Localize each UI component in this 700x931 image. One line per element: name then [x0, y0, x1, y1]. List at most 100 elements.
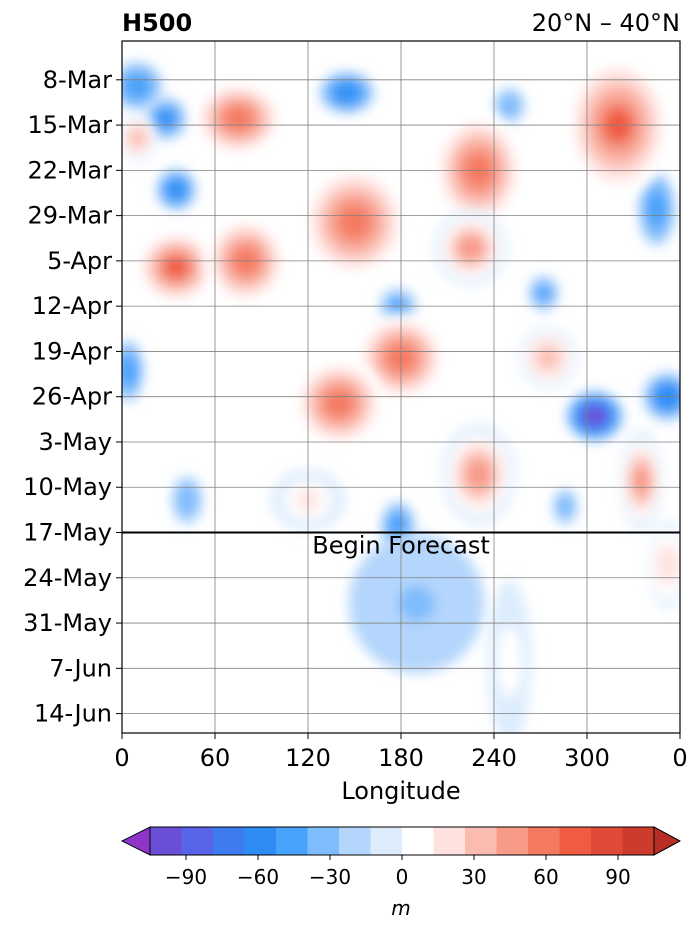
x-tick-label: 120	[285, 744, 331, 772]
colorbar-tick-label: −90	[165, 865, 207, 889]
anomaly-blob	[519, 327, 578, 389]
colorbar-tick-label: 90	[605, 865, 630, 889]
anomaly-blob	[649, 521, 680, 609]
y-tick-label: 15-Mar	[28, 111, 113, 139]
x-tick-label: 180	[378, 744, 424, 772]
colorbar-tick-label: −60	[237, 865, 279, 889]
x-tick-label: 0	[672, 744, 687, 772]
colorbar-label: m	[391, 896, 410, 920]
anomaly-blob	[528, 275, 559, 312]
colorbar-extend-high	[653, 826, 682, 856]
anomaly-blob	[643, 372, 680, 422]
anomaly-contour	[325, 390, 353, 416]
y-tick-label: 24-May	[23, 564, 112, 592]
anomaly-blob	[553, 488, 578, 525]
y-tick-label: 19-Apr	[32, 337, 112, 365]
anomaly-contour	[167, 181, 186, 198]
anomaly-blob	[567, 391, 623, 441]
anomaly-contour	[398, 585, 435, 622]
anomaly-blob	[619, 430, 663, 532]
y-axis: 8-Mar 15-Mar 22-Mar 29-Mar 5-Apr 12-Apr 19-Apr…	[23, 66, 122, 728]
anomaly-blob	[348, 533, 485, 674]
x-tick-label: 300	[564, 744, 610, 772]
x-tick-label: 240	[471, 744, 517, 772]
anomaly-blob	[441, 424, 516, 525]
anomaly-blob	[433, 210, 508, 286]
colorbar-segment	[307, 827, 340, 855]
colorbar-segment	[622, 827, 655, 855]
colorbar-tick-label: 30	[461, 865, 486, 889]
anomaly-contour	[163, 255, 190, 279]
x-axis: 0 60 120 180 240 300 0	[114, 733, 688, 772]
y-tick-label: 12-Apr	[32, 292, 112, 320]
anomaly-blob	[122, 339, 144, 402]
colorbar-segment	[150, 827, 182, 855]
colorbar-extend-low	[120, 826, 151, 856]
anomaly-contour	[558, 499, 573, 515]
x-axis-label: Longitude	[341, 777, 460, 805]
anomaly-contour	[224, 107, 252, 131]
colorbar-tick-label: −30	[309, 865, 351, 889]
colorbar-segment	[339, 827, 371, 855]
colorbar-segment	[181, 827, 214, 855]
y-tick-label: 7-Jun	[49, 654, 112, 682]
y-tick-label: 26-Apr	[32, 383, 112, 411]
anomaly-blob	[122, 61, 163, 111]
anomaly-contour	[659, 552, 677, 578]
colorbar-segment	[591, 827, 623, 855]
colorbar-segment	[402, 827, 434, 855]
anomaly-contour	[648, 197, 666, 221]
colorbar-segment	[528, 827, 560, 855]
colorbar-segment	[276, 827, 308, 855]
x-tick-label: 60	[200, 744, 231, 772]
colorbar-tick-label: 60	[533, 865, 558, 889]
forecast-label: Begin Forecast	[312, 532, 490, 560]
anomaly-blob	[156, 168, 197, 211]
anomaly-contour	[129, 129, 146, 147]
plot-area: Begin Forecast	[121, 40, 681, 734]
anomaly-contour	[458, 236, 483, 260]
anomaly-contour	[179, 491, 195, 510]
anomaly-contour	[336, 84, 358, 101]
colorbar-segment	[496, 827, 529, 855]
y-tick-label: 14-Jun	[34, 700, 112, 728]
anomaly-contour	[500, 641, 519, 683]
y-tick-label: 8-Mar	[43, 66, 112, 94]
anomaly-blob	[136, 230, 217, 305]
anomaly-contour	[632, 466, 651, 495]
y-tick-label: 5-Apr	[47, 247, 112, 275]
anomaly-contour	[156, 110, 175, 127]
anomaly-blob	[302, 165, 407, 279]
chart-title-right: 20°N – 40°N	[532, 9, 680, 37]
anomaly-contour	[466, 460, 491, 489]
colorbar-segment	[559, 827, 592, 855]
y-tick-label: 31-May	[23, 609, 112, 637]
chart-title-left: H500	[122, 9, 192, 37]
anomaly-blob	[193, 81, 283, 156]
anomaly-contour	[127, 77, 148, 96]
colorbar-segment	[213, 827, 245, 855]
anomaly-contour	[122, 360, 137, 382]
anomaly-contour	[584, 407, 606, 425]
anomaly-contour	[501, 98, 518, 114]
y-tick-label: 29-Mar	[28, 202, 113, 230]
anomaly-blob	[488, 579, 531, 733]
y-tick-label: 17-May	[23, 519, 112, 547]
anomaly-blob	[638, 171, 676, 247]
anomaly-contour	[339, 206, 370, 238]
colorbar-segment	[433, 827, 466, 855]
y-tick-label: 3-May	[38, 428, 112, 456]
anomaly-blob	[494, 87, 525, 124]
anomaly-contour	[535, 285, 552, 301]
colorbar-segment	[465, 827, 497, 855]
anomaly-blob	[122, 113, 156, 163]
anomaly-contour	[537, 347, 559, 369]
y-tick-label: 22-Mar	[28, 156, 113, 184]
colorbar-segment	[244, 827, 277, 855]
anomaly-blob	[294, 359, 384, 447]
anomaly-contour	[389, 517, 407, 535]
x-tick-label: 0	[114, 744, 129, 772]
anomaly-blob	[319, 71, 375, 114]
anomaly-blob	[171, 475, 203, 525]
